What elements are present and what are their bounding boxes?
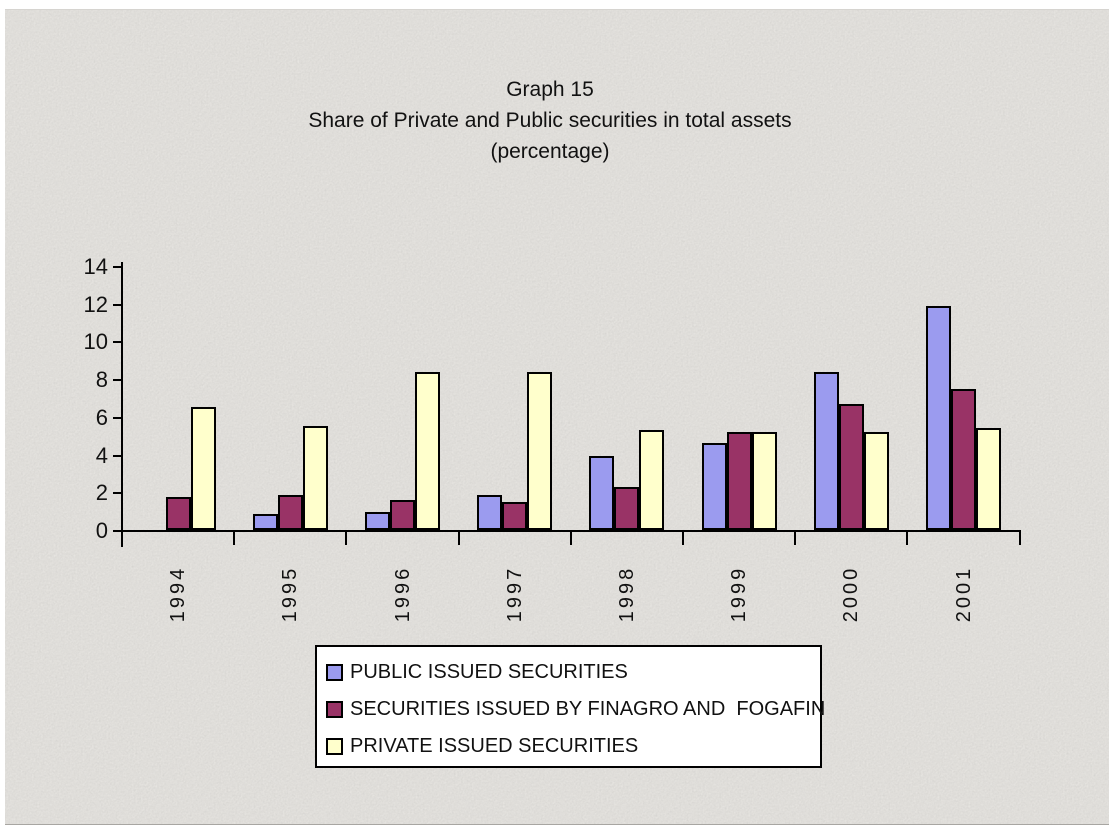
bar-1997-series1	[477, 495, 502, 530]
legend-label: PRIVATE ISSUED SECURITIES	[350, 735, 639, 757]
x-axis-tick	[345, 532, 348, 545]
bar-1999-series2	[727, 432, 752, 530]
bar-1999-series1	[702, 443, 727, 530]
x-axis-label-2000: 2000	[840, 565, 863, 623]
legend-label: PUBLIC ISSUED SECURITIES	[350, 661, 628, 683]
y-axis-tick-label: 8	[95, 367, 108, 393]
y-axis-tick-label: 2	[95, 480, 108, 506]
legend-entry-1: PUBLIC ISSUED SECURITIES	[326, 654, 820, 691]
x-axis-line	[121, 530, 1021, 532]
legend: PUBLIC ISSUED SECURITIES SECURITIES ISSUE…	[315, 645, 825, 768]
x-axis-tick	[906, 532, 909, 545]
bar-1998-series3	[639, 430, 664, 530]
x-axis-tick	[794, 532, 797, 545]
bar-2001-series1	[926, 306, 951, 530]
chart-title-line1: Graph 15	[506, 78, 594, 101]
y-axis-tick-label: 10	[83, 329, 108, 355]
legend-entry-3: PRIVATE ISSUED SECURITIES	[326, 728, 820, 765]
x-axis-label-1995: 1995	[279, 565, 302, 623]
bar-2001-series2	[951, 389, 976, 530]
legend-swatch-icon	[326, 701, 343, 718]
y-axis-tick	[113, 530, 121, 532]
legend-label: SECURITIES ISSUED BY FINAGRO AND FOGAFIN	[350, 698, 826, 720]
bar-1995-series1	[253, 514, 278, 530]
chart-title-line2: Share of Private and Public securities i…	[308, 109, 792, 132]
y-axis-tick	[113, 379, 121, 382]
x-axis-tick	[457, 532, 460, 545]
y-axis-tick	[113, 454, 121, 457]
x-axis-tick	[1018, 532, 1021, 545]
y-axis-tick-label: 6	[95, 404, 108, 430]
y-axis-tick-label: 4	[95, 442, 108, 468]
y-axis-tick	[113, 303, 121, 306]
bar-2000-series1	[814, 372, 839, 530]
bar-1999-series3	[752, 432, 777, 530]
x-axis-label-1997: 1997	[503, 565, 526, 623]
bar-1998-series1	[589, 456, 614, 530]
legend-entry-2: SECURITIES ISSUED BY FINAGRO AND FOGAFIN	[326, 691, 825, 728]
bar-1998-series2	[614, 487, 639, 530]
chart-title: Graph 15 Share of Private and Public sec…	[0, 74, 1100, 167]
y-axis-tick-label: 0	[95, 518, 108, 543]
y-axis-tick	[113, 341, 121, 344]
x-axis-label-1994: 1994	[167, 565, 190, 623]
y-axis-tick	[113, 416, 121, 419]
bar-2001-series3	[976, 428, 1001, 530]
x-axis-label-1996: 1996	[391, 565, 414, 623]
x-axis-tick	[233, 532, 236, 545]
bar-1995-series3	[303, 426, 328, 530]
y-axis-tick	[113, 266, 121, 268]
x-axis-label-1999: 1999	[728, 565, 751, 623]
bar-2000-series2	[839, 404, 864, 530]
bar-1996-series1	[365, 512, 390, 530]
y-axis-tick-label: 14	[83, 254, 108, 279]
bar-1996-series3	[415, 372, 440, 530]
legend-swatch-icon	[326, 664, 343, 681]
x-axis-label-1998: 1998	[615, 565, 638, 623]
bar-1995-series2	[278, 495, 303, 530]
bar-1997-series3	[527, 372, 552, 530]
legend-swatch-icon	[326, 738, 343, 755]
y-axis-tick	[113, 492, 121, 495]
chart-title-line3: (percentage)	[490, 140, 610, 163]
y-axis-line	[121, 262, 123, 547]
x-axis-tick	[682, 532, 684, 545]
bar-1997-series2	[502, 502, 527, 530]
bar-1996-series2	[390, 500, 415, 530]
x-axis-tick	[121, 532, 123, 545]
bar-1994-series2	[166, 497, 191, 530]
y-axis-tick-label: 12	[83, 291, 108, 317]
bar-2000-series3	[864, 432, 889, 530]
bar-1994-series3	[191, 407, 216, 530]
x-axis-tick	[569, 532, 572, 545]
x-axis-label-2001: 2001	[952, 565, 975, 623]
